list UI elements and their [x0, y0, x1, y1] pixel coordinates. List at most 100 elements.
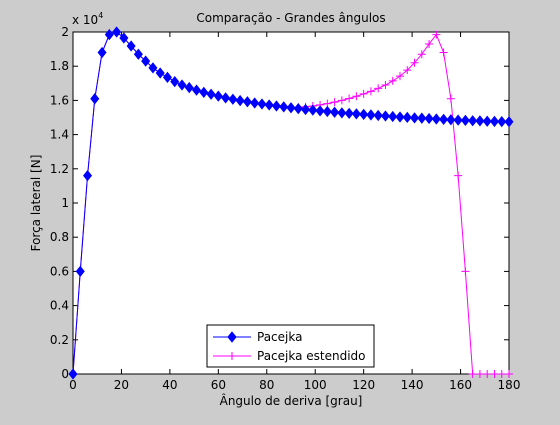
data-point-pacejka	[83, 169, 93, 182]
data-point-pacejka	[424, 112, 434, 125]
legend-label-pacejka: Pacejka	[257, 330, 302, 344]
data-point-pacejka	[351, 108, 361, 120]
data-point-pacejka-estendido	[490, 370, 499, 378]
data-point-pacejka	[75, 265, 85, 278]
data-point-pacejka-estendido	[366, 87, 375, 96]
data-point-pacejka	[155, 67, 165, 79]
data-point-pacejka	[162, 71, 172, 83]
y-tick-label: 1.8	[50, 59, 69, 73]
data-point-pacejka-estendido	[468, 370, 477, 378]
data-point-pacejka	[184, 81, 194, 94]
data-point-pacejka-estendido	[403, 66, 412, 75]
y-tick-label: 0.4	[50, 299, 69, 313]
data-point-pacejka	[242, 96, 252, 108]
data-point-pacejka-estendido	[417, 50, 426, 59]
data-point-pacejka	[235, 94, 245, 107]
legend-label-pacejka-estendido: Pacejka estendido	[257, 349, 366, 363]
data-point-pacejka-estendido	[432, 30, 441, 39]
x-tick-label: 120	[352, 378, 375, 392]
data-point-pacejka	[104, 28, 114, 41]
data-point-pacejka-estendido	[374, 84, 383, 93]
data-point-pacejka	[446, 114, 456, 126]
data-point-pacejka	[489, 115, 499, 128]
legend-marker-pacejka-estendido	[228, 352, 236, 360]
legend-box	[206, 324, 375, 368]
data-point-pacejka	[206, 88, 216, 100]
data-point-pacejka	[497, 115, 507, 128]
y-tick-label: 1	[61, 196, 69, 210]
data-point-pacejka	[271, 100, 281, 112]
x-tick-label: 60	[211, 378, 226, 392]
x-axis: 0 20 40 60 80 100 120 140 160 180	[69, 32, 520, 392]
data-point-pacejka	[315, 105, 325, 117]
data-point-pacejka	[366, 109, 376, 121]
data-point-pacejka	[453, 114, 463, 126]
data-point-pacejka	[170, 75, 180, 88]
x-tick-label: 40	[162, 378, 177, 392]
data-point-pacejka-estendido	[425, 39, 434, 48]
data-point-pacejka	[264, 99, 274, 111]
data-point-pacejka	[388, 110, 398, 123]
data-point-pacejka	[192, 84, 202, 96]
data-point-pacejka-estendido	[439, 48, 448, 57]
data-point-pacejka	[402, 111, 412, 123]
data-point-pacejka-estendido	[454, 171, 463, 180]
data-point-pacejka-estendido	[352, 92, 361, 101]
data-point-pacejka	[119, 32, 129, 44]
legend: Pacejka Pacejka estendido	[206, 324, 375, 368]
data-point-pacejka	[213, 90, 223, 102]
data-point-pacejka	[439, 113, 449, 126]
x-tick-label: 20	[114, 378, 129, 392]
data-point-pacejka	[337, 107, 347, 119]
x-axis-label: Ângulo de deriva [grau]	[220, 393, 363, 408]
y-tick-label: 1.4	[50, 128, 69, 142]
data-point-pacejka-estendido	[475, 370, 484, 378]
x-tick-label: 100	[304, 378, 327, 392]
data-point-pacejka-estendido	[330, 98, 339, 107]
y-tick-label: 1.2	[50, 162, 69, 176]
data-point-pacejka	[417, 112, 427, 124]
data-point-pacejka	[301, 103, 311, 116]
y-multiplier-exponent: 4	[98, 11, 103, 20]
data-point-pacejka-estendido	[483, 370, 492, 378]
data-point-pacejka	[250, 97, 260, 109]
data-point-pacejka	[344, 107, 354, 120]
data-point-pacejka	[308, 104, 318, 116]
x-tick-label: 0	[69, 378, 77, 392]
data-point-pacejka	[330, 106, 340, 118]
data-point-pacejka	[431, 113, 441, 125]
x-tick-label: 80	[259, 378, 274, 392]
data-point-pacejka	[475, 115, 485, 127]
y-tick-label: 0.6	[50, 264, 69, 278]
y-tick-label: 1.6	[50, 93, 69, 107]
data-point-pacejka	[68, 368, 78, 380]
data-point-pacejka	[293, 102, 303, 115]
x-tick-label: 180	[498, 378, 521, 392]
data-point-pacejka	[133, 48, 143, 60]
x-tick-label: 160	[449, 378, 472, 392]
data-point-pacejka	[286, 102, 296, 114]
data-point-pacejka	[126, 40, 136, 52]
data-point-pacejka	[279, 101, 289, 113]
plot-area	[72, 31, 510, 375]
data-point-pacejka	[221, 92, 231, 104]
data-point-pacejka	[410, 112, 420, 124]
data-point-pacejka	[112, 26, 122, 38]
y-multiplier: x 104	[72, 11, 103, 27]
data-point-pacejka-estendido	[337, 96, 346, 105]
data-point-pacejka-estendido	[461, 267, 470, 276]
data-point-pacejka-estendido	[505, 370, 513, 378]
data-point-pacejka	[359, 108, 369, 121]
data-point-pacejka	[373, 109, 383, 122]
data-point-pacejka	[504, 116, 514, 128]
y-tick-label: 0.8	[50, 230, 69, 244]
y-tick-label: 0.2	[50, 333, 69, 347]
chart-title: Comparação - Grandes ângulos	[196, 11, 385, 25]
data-point-pacejka-estendido	[410, 58, 419, 67]
y-tick-label: 2	[61, 25, 69, 39]
data-point-pacejka	[97, 46, 107, 59]
data-point-pacejka-estendido	[381, 81, 390, 90]
data-point-pacejka	[257, 98, 267, 110]
data-point-pacejka	[141, 55, 151, 67]
